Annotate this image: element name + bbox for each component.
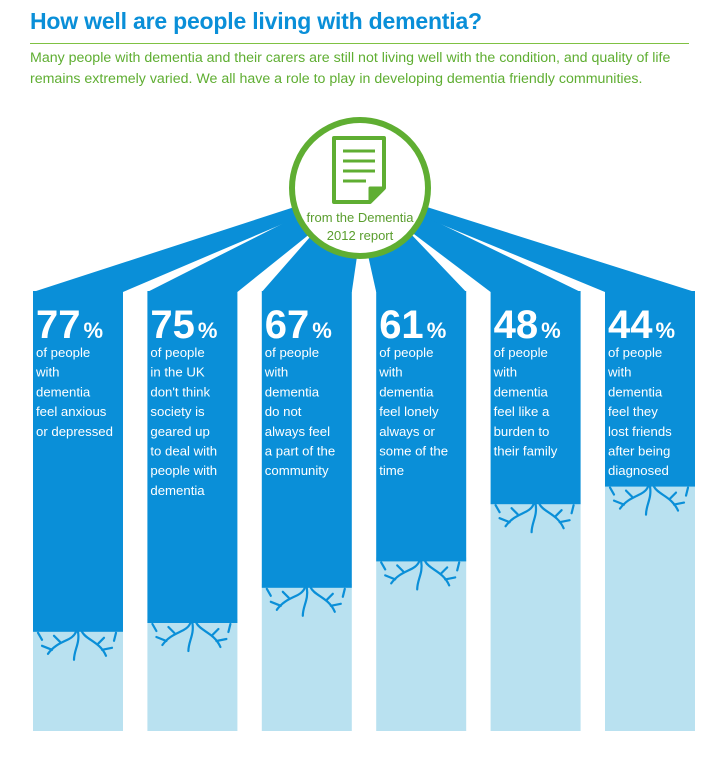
bar-6 [605, 291, 695, 487]
percent-sign: % [198, 318, 218, 343]
root-icon [265, 586, 346, 617]
percent-sign: % [656, 318, 676, 343]
category-label-line: geared up [150, 424, 209, 439]
intro-text: Many people with dementia and their care… [30, 50, 671, 87]
category-label-line: community [265, 463, 329, 478]
fan-ray-1 [33, 188, 367, 292]
root-icon [494, 503, 575, 534]
category-label-line: their family [494, 444, 558, 459]
percent-sign: % [84, 318, 104, 343]
root-icon [380, 560, 461, 591]
report-badge: from the Dementia 2012 report [289, 117, 431, 259]
page-title: How well are people living with dementia… [30, 8, 482, 34]
category-label-line: time [379, 463, 404, 478]
fan-ray-6 [353, 188, 695, 292]
bar-3 [261, 291, 352, 588]
category-label-line: of people [265, 345, 319, 360]
percent-sign: % [541, 318, 561, 343]
root-icon [151, 621, 232, 653]
category-label-line: dementia [150, 483, 205, 498]
document-icon [332, 136, 386, 204]
bar-remainder-5 [490, 500, 581, 731]
category-label-line: of people [150, 345, 204, 360]
category-label-line: or depressed [36, 424, 113, 439]
category-label-line: some of the [379, 444, 448, 459]
category-label-line: feel like a [494, 404, 550, 419]
category-label-line: of people [494, 345, 548, 360]
badge-line-2: 2012 report [327, 228, 394, 243]
root-icon [608, 485, 690, 516]
category-label-line: do not [265, 404, 302, 419]
category-label-line: after being [608, 444, 670, 459]
root-icon [36, 630, 118, 661]
category-label-line: diagnosed [608, 463, 669, 478]
category-label-line: dementia [265, 384, 320, 399]
category-label-line: dementia [608, 384, 663, 399]
bar-remainder-6 [605, 482, 695, 731]
bar-4 [376, 291, 467, 562]
category-label-line: dementia [379, 384, 434, 399]
category-label-line: in the UK [150, 365, 204, 380]
bar-remainder-4 [376, 557, 467, 731]
category-label-line: with [607, 365, 631, 380]
category-label-line: feel they [608, 404, 658, 419]
bar-5 [490, 291, 581, 505]
category-label-line: feel lonely [379, 404, 439, 419]
category-label-line: to deal with [150, 444, 217, 459]
percent-sign: % [427, 318, 447, 343]
percent-sign: % [312, 318, 332, 343]
category-label-line: feel anxious [36, 404, 107, 419]
category-label-line: society is [150, 404, 205, 419]
title-divider [30, 43, 689, 44]
category-label-line: always or [379, 424, 435, 439]
value-label-2: 75% [150, 303, 217, 347]
bar-2 [147, 291, 238, 623]
category-label-line: don't think [150, 384, 210, 399]
category-label-line: dementia [494, 384, 549, 399]
category-label-line: with [378, 365, 402, 380]
category-label-line: of people [379, 345, 433, 360]
category-label-line: with [35, 365, 59, 380]
category-label-line: a part of the [265, 444, 335, 459]
bar-1 [33, 291, 123, 632]
category-label-line: always feel [265, 424, 330, 439]
bar-remainder-2 [147, 619, 238, 731]
category-label-line: people with [150, 463, 217, 478]
badge-line-1: from the Dementia [307, 210, 415, 225]
bar-remainder-3 [261, 583, 352, 731]
category-label-line: lost friends [608, 424, 672, 439]
category-label-line: with [264, 365, 288, 380]
category-label-line: of people [36, 345, 90, 360]
category-label-line: burden to [494, 424, 550, 439]
category-label-line: of people [608, 345, 662, 360]
category-label-line: dementia [36, 384, 91, 399]
category-label-line: with [493, 365, 517, 380]
